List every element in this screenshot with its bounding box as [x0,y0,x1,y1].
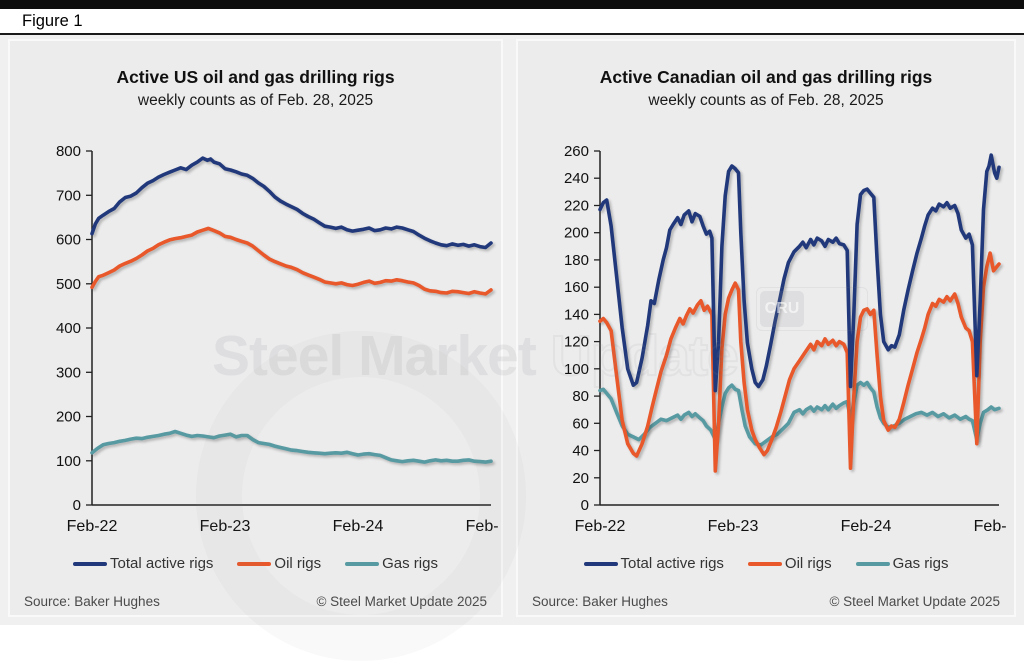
legend-label-oil: Oil rigs [274,555,322,572]
svg-text:Feb-24: Feb-24 [841,518,892,535]
svg-text:400: 400 [56,320,81,337]
figure-label: Figure 1 [22,12,83,30]
svg-text:800: 800 [56,143,81,160]
svg-text:500: 500 [56,276,81,293]
svg-text:Feb-23: Feb-23 [200,518,251,535]
svg-text:120: 120 [564,334,589,351]
us-rigs-chart: 0 100 200 300 400 500 600 700 800 Feb-22 Feb-23 Feb… [14,137,516,539]
legend-item-oil: Oil rigs [747,555,832,572]
canada-chart-title: Active Canadian oil and gas drilling rig… [599,67,933,87]
svg-text:300: 300 [56,364,81,381]
top-black-bar [0,0,1024,9]
svg-text:200: 200 [564,225,589,242]
canada-chart-subtitle: weekly counts as of Feb. 28, 2025 [648,92,884,109]
source-text: Source: Baker Hughes [24,594,160,609]
gas-rigs-swatch [345,561,380,566]
canada-chart-footer: Source: Baker Hughes © Steel Market Upda… [532,594,1000,609]
svg-text:0: 0 [73,497,81,514]
svg-text:180: 180 [564,252,589,269]
svg-text:60: 60 [572,415,589,432]
svg-text:Feb-24: Feb-24 [333,518,384,535]
us-chart-footer: Source: Baker Hughes © Steel Market Upda… [24,594,487,609]
legend-item-oil: Oil rigs [237,555,321,572]
source-text: Source: Baker Hughes [532,594,668,609]
us-chart-title: Active US oil and gas drilling rigs [116,67,395,87]
svg-text:160: 160 [564,279,589,296]
svg-text:Feb-23: Feb-23 [708,518,759,535]
svg-text:140: 140 [564,306,589,323]
copyright-text: © Steel Market Update 2025 [829,594,1000,609]
us-chart-subtitle: weekly counts as of Feb. 28, 2025 [137,92,374,109]
figure-header: Figure 1 [0,9,1024,35]
us-chart-legend: Total active rigs Oil rigs Gas rigs [10,555,501,572]
us-chart-panel: Active US oil and gas drilling rigs week… [8,39,516,617]
svg-text:Feb-22: Feb-22 [575,518,626,535]
svg-text:Feb-25: Feb-25 [466,518,499,535]
svg-text:80: 80 [572,388,589,405]
oil-rigs-swatch [747,561,782,566]
copyright-text: © Steel Market Update 2025 [316,594,487,609]
svg-text:200: 200 [56,409,81,426]
legend-label-oil: Oil rigs [784,555,832,572]
svg-text:600: 600 [56,232,81,249]
total-rigs-swatch [73,561,108,566]
svg-text:20: 20 [572,470,589,487]
total-rigs-swatch [583,561,618,566]
svg-text:240: 240 [564,170,589,187]
legend-label-total: Total active rigs [620,555,724,572]
legend-label-gas: Gas rigs [892,555,949,572]
svg-text:Feb-25: Feb-25 [974,518,1007,535]
svg-text:100: 100 [564,361,589,378]
oil-rigs-swatch [237,561,272,566]
svg-text:40: 40 [572,443,589,460]
canada-rigs-chart: 0 20 40 60 80 100 120 140 160 180 200 220 240 260 Feb-… [522,137,1024,539]
canada-chart-legend: Total active rigs Oil rigs Gas rigs [518,555,1014,572]
legend-item-total: Total active rigs [73,555,213,572]
svg-text:0: 0 [581,497,589,514]
svg-text:100: 100 [56,453,81,470]
legend-item-gas: Gas rigs [855,555,949,572]
gas-rigs-swatch [855,561,890,566]
legend-item-gas: Gas rigs [345,555,438,572]
svg-text:700: 700 [56,187,81,204]
legend-item-total: Total active rigs [583,555,724,572]
legend-label-gas: Gas rigs [382,555,438,572]
canada-chart-panel: Active Canadian oil and gas drilling rig… [516,39,1024,617]
svg-text:260: 260 [564,143,589,160]
legend-label-total: Total active rigs [110,555,214,572]
svg-text:220: 220 [564,198,589,215]
figure-body: Active US oil and gas drilling rigs week… [0,35,1024,661]
svg-text:Feb-22: Feb-22 [67,518,118,535]
